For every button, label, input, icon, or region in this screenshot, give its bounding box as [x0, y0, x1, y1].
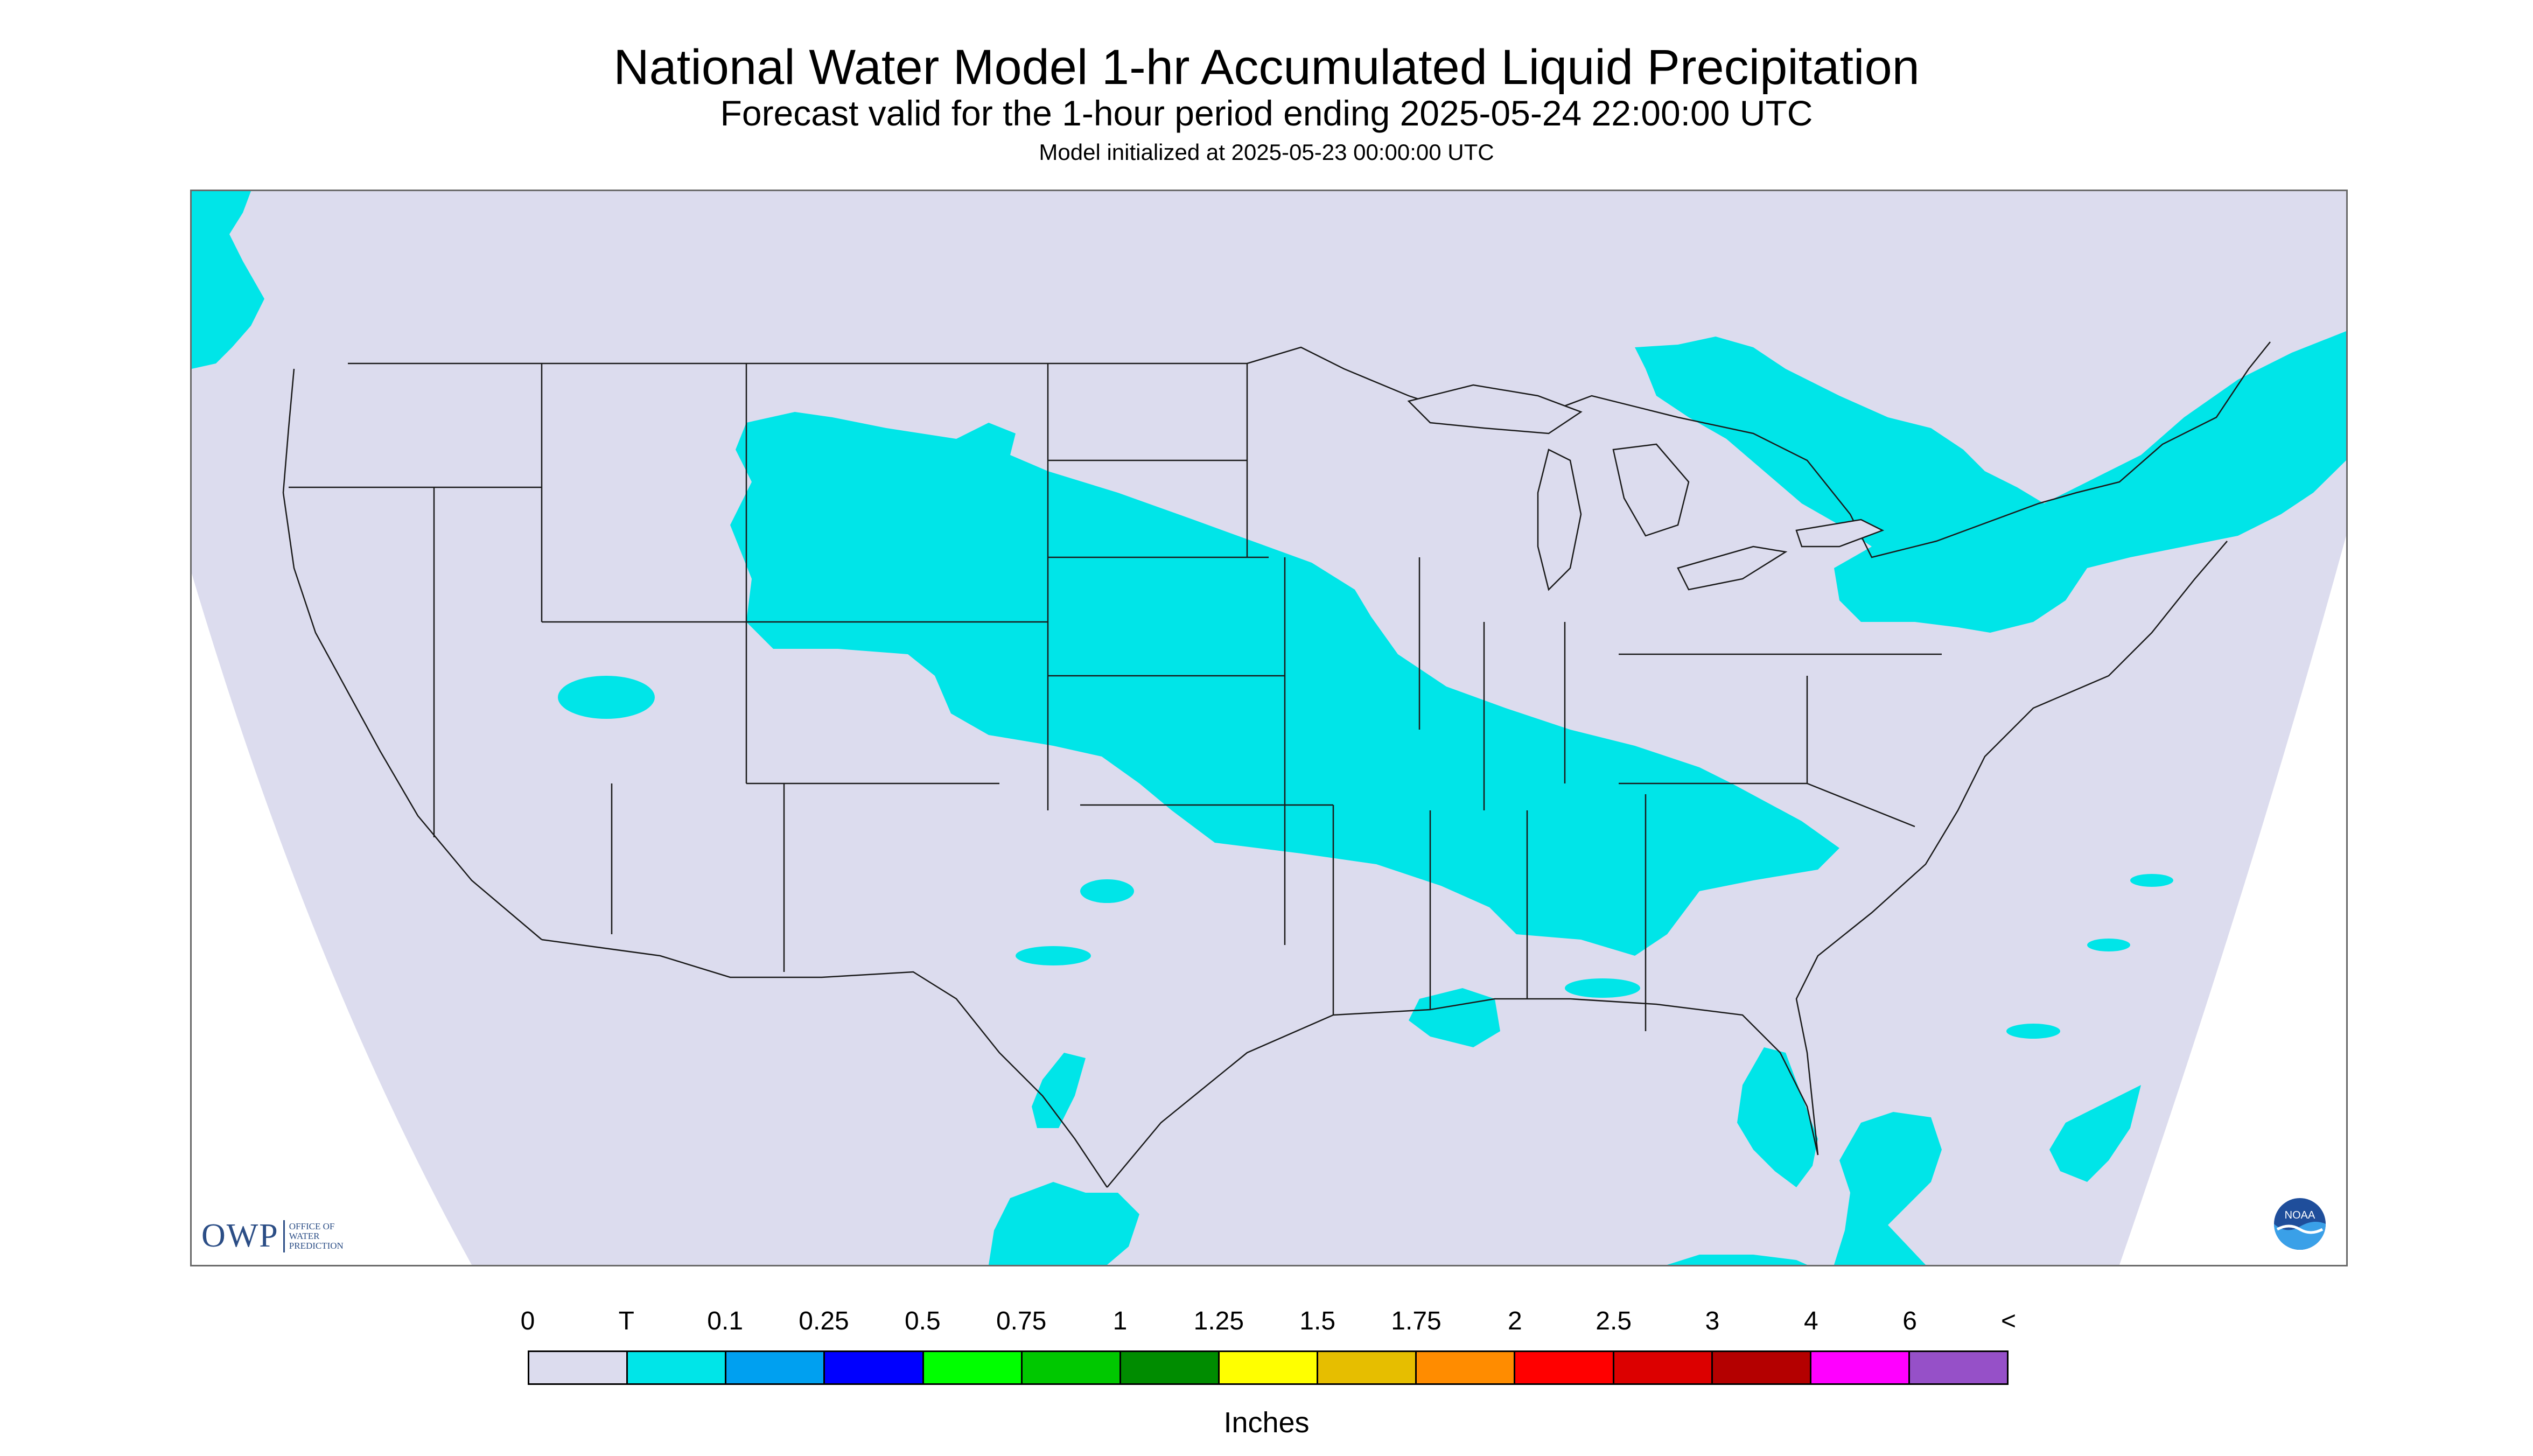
- legend-label-6: 1: [1112, 1307, 1128, 1335]
- legend-swatch-5: [1022, 1352, 1121, 1383]
- owp-logo-text: OWP: [201, 1217, 279, 1254]
- owp-sub-line-2: WATER: [289, 1230, 320, 1241]
- legend-swatch-7: [1219, 1352, 1319, 1383]
- legend-label-3: 0.25: [799, 1307, 849, 1335]
- precip-florida: [1737, 1047, 1818, 1187]
- legend-swatch-10: [1515, 1352, 1614, 1383]
- legend-swatch-12: [1712, 1352, 1811, 1383]
- legend-swatch-14: [1909, 1352, 2007, 1383]
- precipitation-map: OWP OFFICE OF WATER PREDICTION NOAA: [190, 190, 2348, 1266]
- boundaries: [282, 341, 2271, 1188]
- lake-michigan: [1537, 449, 1582, 591]
- legend-swatch-11: [1614, 1352, 1713, 1383]
- precip-mexico-south: [989, 1182, 1139, 1265]
- legend-swatch-6: [1121, 1352, 1220, 1383]
- state-lines-central: [1048, 363, 1431, 1015]
- model-initialized-label: Model initialized at 2025-05-23 00:00:00…: [1039, 139, 1494, 165]
- owp-logo-divider: [283, 1220, 285, 1252]
- legend-label-4: 0.5: [904, 1307, 941, 1335]
- legend-label-13: 4: [1803, 1307, 1818, 1335]
- precip-pacific-nw: [192, 191, 264, 369]
- state-lines-east: [1483, 622, 1942, 1031]
- legend-label-5: 0.75: [996, 1307, 1047, 1335]
- owp-logo: OWP OFFICE OF WATER PREDICTION: [201, 1217, 344, 1255]
- precip-atlantic-cells: [2087, 939, 2130, 951]
- map-canvas: [192, 191, 2346, 1265]
- legend-swatch-4: [923, 1352, 1023, 1383]
- legend-swatch-1: [628, 1352, 727, 1383]
- lake-erie: [1677, 545, 1788, 591]
- precip-great-lakes-canada: [1635, 331, 2346, 633]
- precip-gulf-coast: [1409, 988, 1500, 1047]
- map-title: National Water Model 1-hr Accumulated Li…: [613, 40, 1920, 95]
- legend-swatch-13: [1811, 1352, 1910, 1383]
- precip-atlantic-se: [1834, 1112, 1942, 1265]
- legend-label-12: 3: [1705, 1307, 1720, 1335]
- state-lines-west: [289, 363, 1049, 972]
- forecast-valid-subtitle: Forecast valid for the 1-hour period end…: [720, 93, 1813, 133]
- legend-colorbar: [528, 1350, 2009, 1385]
- noaa-logo-icon: NOAA: [2274, 1198, 2326, 1250]
- precip-texas-cells: [1016, 946, 1091, 965]
- legend-labels: 0 T 0.1 0.25 0.5 0.75 1 1.25 1.5 1.75 2 2.5 3 4 6 <: [521, 1306, 2016, 1344]
- precip-nevada-cells: [558, 676, 655, 719]
- owp-sub-line-1: OFFICE OF: [289, 1221, 335, 1231]
- precip-atlantic-east: [2049, 1085, 2141, 1182]
- great-lakes: [1407, 384, 1885, 591]
- legend-label-2: 0.1: [707, 1307, 744, 1335]
- lake-huron: [1612, 443, 1690, 537]
- precip-oklahoma-cells: [1080, 879, 1134, 903]
- west-coast: [282, 368, 542, 940]
- us-canada-border: [348, 341, 2271, 558]
- precip-gulf-south: [1667, 1255, 1807, 1265]
- legend-swatch-2: [726, 1352, 825, 1383]
- lake-superior: [1407, 384, 1583, 435]
- us-mexico-border: [541, 939, 1108, 1188]
- legend-label-8: 1.5: [1299, 1307, 1336, 1335]
- noaa-logo-text: NOAA: [2285, 1209, 2315, 1221]
- gulf-coast: [1107, 998, 1819, 1188]
- precip-mexico-central: [1032, 1053, 1086, 1128]
- legend-label-15: <: [2000, 1307, 2017, 1335]
- legend-label-10: 2: [1507, 1307, 1522, 1335]
- east-coast: [1795, 541, 2228, 1156]
- legend-units: Inches: [1223, 1406, 1310, 1439]
- owp-sub-line-3: PREDICTION: [289, 1240, 344, 1251]
- legend-label-0: 0: [520, 1307, 535, 1335]
- legend-swatch-0: [529, 1352, 628, 1383]
- legend-swatch-9: [1417, 1352, 1516, 1383]
- legend-label-7: 1.25: [1193, 1307, 1244, 1335]
- legend-label-11: 2.5: [1596, 1307, 1632, 1335]
- legend-label-1: T: [618, 1307, 634, 1335]
- legend-label-9: 1.75: [1391, 1307, 1442, 1335]
- lake-ontario: [1795, 519, 1885, 548]
- legend-swatch-3: [825, 1352, 924, 1383]
- precip-legend: 0 T 0.1 0.25 0.5 0.75 1 1.25 1.5 1.75 2 2.5 3 4 6 <: [521, 1306, 2016, 1387]
- legend-label-14: 6: [1902, 1307, 1918, 1335]
- precip-atlantic-cells-2: [2130, 874, 2173, 887]
- precip-alabama-coast: [1565, 978, 1640, 998]
- precip-gulf-cells: [2006, 1024, 2060, 1039]
- legend-swatch-8: [1318, 1352, 1417, 1383]
- owp-logo-subtext: OFFICE OF WATER PREDICTION: [289, 1221, 344, 1251]
